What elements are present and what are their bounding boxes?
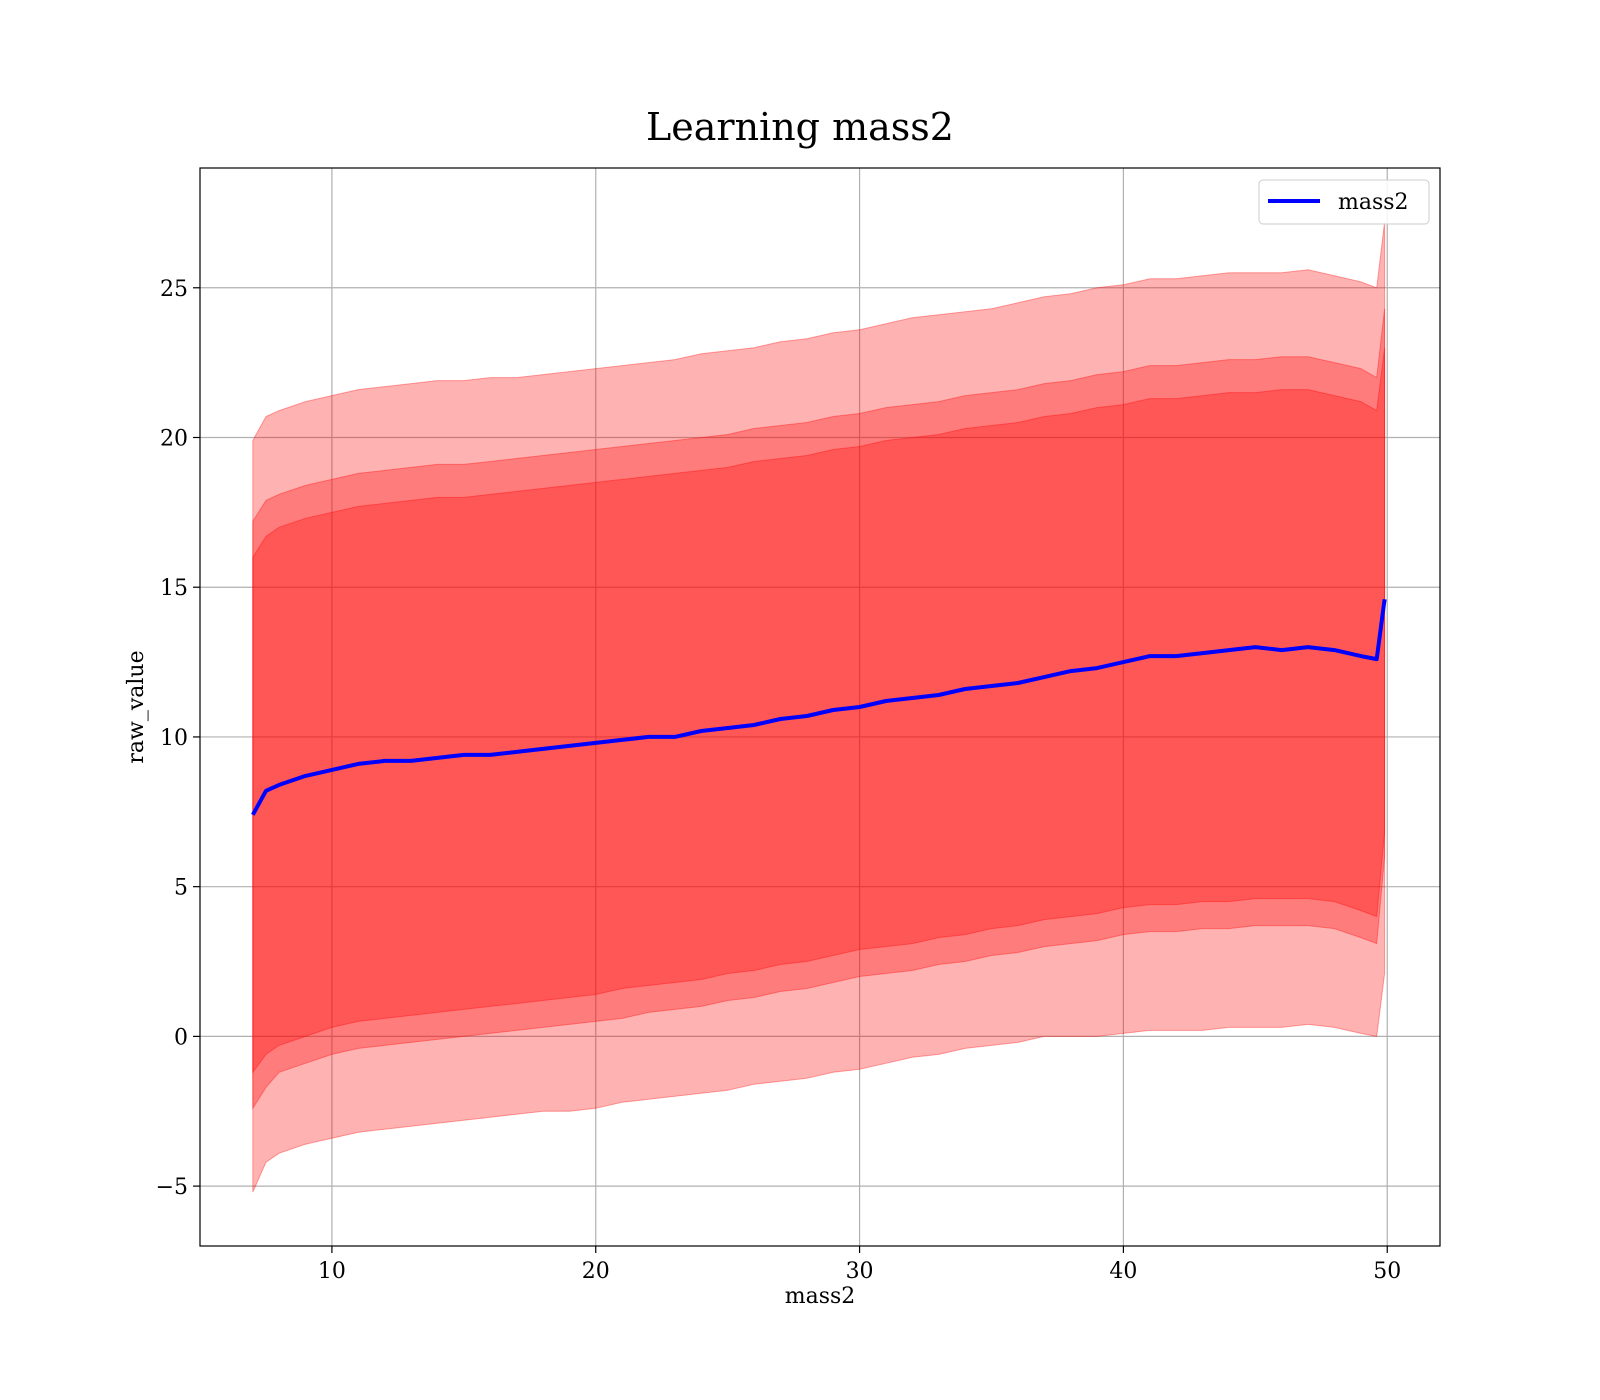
chart-title: Learning mass2 (646, 105, 954, 149)
legend-box (1258, 179, 1430, 225)
y-tick-label: 25 (160, 277, 188, 302)
x-tick-label: 30 (846, 1259, 874, 1284)
x-tick-label: 20 (582, 1259, 610, 1284)
y-tick-label: 0 (174, 1025, 188, 1050)
confidence-band-2 (252, 308, 1386, 1111)
confidence-band-1 (252, 221, 1386, 1193)
y-tick-label: 20 (160, 427, 188, 452)
y-axis-label: raw_value (124, 650, 149, 763)
x-axis-label: mass2 (785, 1284, 856, 1309)
y-tick-label: 5 (174, 876, 188, 901)
confidence-bands (252, 221, 1386, 1193)
x-axis-ticks: 10 20 30 40 50 (318, 1246, 1401, 1284)
series-line-mass2 (251, 598, 1387, 816)
x-tick-label: 50 (1373, 1259, 1401, 1284)
plot-frame (199, 167, 1441, 1247)
legend-label: mass2 (1338, 190, 1409, 215)
y-tick-label: 15 (160, 576, 188, 601)
y-tick-label: 10 (160, 726, 188, 751)
y-axis-ticks: −5 0 5 10 15 20 25 (156, 277, 200, 1200)
confidence-band-3 (252, 347, 1386, 1074)
x-tick-label: 10 (318, 1259, 346, 1284)
data-lines (251, 598, 1387, 816)
legend: mass2 (1258, 179, 1430, 225)
y-tick-label: −5 (156, 1175, 188, 1200)
x-tick-label: 40 (1109, 1259, 1137, 1284)
